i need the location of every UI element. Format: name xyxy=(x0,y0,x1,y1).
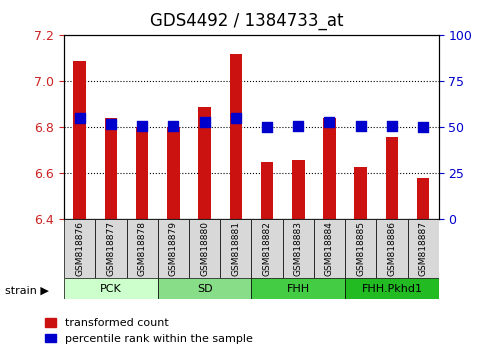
Text: GSM818880: GSM818880 xyxy=(200,221,209,276)
FancyBboxPatch shape xyxy=(314,219,345,278)
Point xyxy=(107,121,115,127)
FancyBboxPatch shape xyxy=(64,278,158,299)
FancyBboxPatch shape xyxy=(220,219,251,278)
FancyBboxPatch shape xyxy=(376,219,408,278)
FancyBboxPatch shape xyxy=(158,278,251,299)
Text: GSM818885: GSM818885 xyxy=(356,221,365,276)
Text: GSM818877: GSM818877 xyxy=(106,221,115,276)
Text: GSM818884: GSM818884 xyxy=(325,221,334,276)
Bar xyxy=(417,178,429,219)
Text: GSM818883: GSM818883 xyxy=(294,221,303,276)
FancyBboxPatch shape xyxy=(158,219,189,278)
Text: strain ▶: strain ▶ xyxy=(5,286,49,296)
Bar xyxy=(167,127,179,219)
Point xyxy=(170,123,177,129)
Text: FHH: FHH xyxy=(287,284,310,293)
Text: GSM818878: GSM818878 xyxy=(138,221,146,276)
Text: SD: SD xyxy=(197,284,212,293)
Bar xyxy=(386,137,398,219)
FancyBboxPatch shape xyxy=(189,219,220,278)
Text: GSM818881: GSM818881 xyxy=(231,221,240,276)
Bar xyxy=(292,160,305,219)
FancyBboxPatch shape xyxy=(408,219,439,278)
Text: GSM818882: GSM818882 xyxy=(263,221,272,276)
Point xyxy=(138,123,146,129)
Bar xyxy=(105,118,117,219)
Point xyxy=(325,119,333,125)
Point xyxy=(357,123,365,129)
FancyBboxPatch shape xyxy=(251,219,282,278)
Bar xyxy=(198,107,211,219)
Bar xyxy=(230,54,242,219)
Point xyxy=(294,123,302,129)
Text: FHH.Pkhd1: FHH.Pkhd1 xyxy=(361,284,423,293)
FancyBboxPatch shape xyxy=(282,219,314,278)
Text: GSM818879: GSM818879 xyxy=(169,221,178,276)
Point xyxy=(263,125,271,130)
Legend: transformed count, percentile rank within the sample: transformed count, percentile rank withi… xyxy=(40,314,257,348)
FancyBboxPatch shape xyxy=(127,219,158,278)
FancyBboxPatch shape xyxy=(345,278,439,299)
Text: GSM818887: GSM818887 xyxy=(419,221,427,276)
Bar xyxy=(354,167,367,219)
Text: GSM818876: GSM818876 xyxy=(75,221,84,276)
Bar xyxy=(73,61,86,219)
Point xyxy=(76,115,84,121)
FancyBboxPatch shape xyxy=(345,219,376,278)
Point xyxy=(201,119,209,125)
Point xyxy=(419,125,427,130)
Text: GSM818886: GSM818886 xyxy=(387,221,396,276)
Bar xyxy=(136,127,148,219)
Point xyxy=(232,115,240,121)
FancyBboxPatch shape xyxy=(95,219,127,278)
Text: PCK: PCK xyxy=(100,284,122,293)
Text: GDS4492 / 1384733_at: GDS4492 / 1384733_at xyxy=(150,12,343,30)
FancyBboxPatch shape xyxy=(251,278,345,299)
Bar xyxy=(323,118,336,219)
FancyBboxPatch shape xyxy=(64,219,95,278)
Point xyxy=(388,123,396,129)
Bar xyxy=(261,162,273,219)
